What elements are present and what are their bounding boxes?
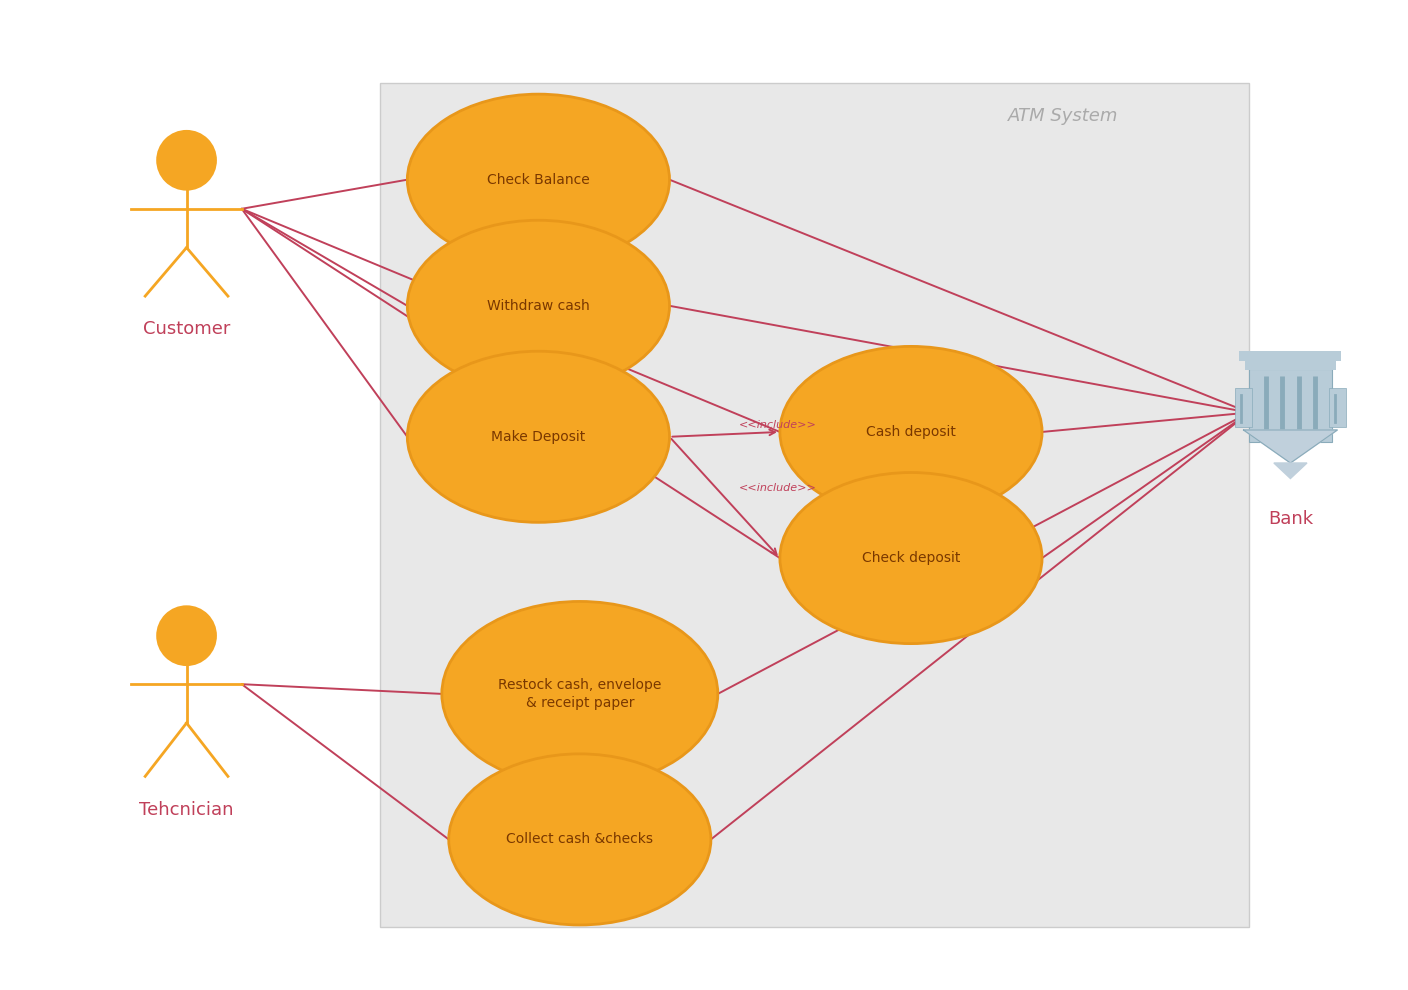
FancyBboxPatch shape: [380, 83, 1249, 927]
Text: Make Deposit: Make Deposit: [491, 430, 586, 444]
Ellipse shape: [407, 94, 670, 265]
Text: Collect cash &checks: Collect cash &checks: [507, 833, 653, 846]
Polygon shape: [1274, 463, 1307, 478]
Bar: [1329, 388, 1346, 427]
Bar: [1239, 351, 1342, 361]
Text: Withdraw cash: Withdraw cash: [487, 299, 590, 313]
Text: ATM System: ATM System: [1008, 107, 1118, 125]
Ellipse shape: [156, 130, 217, 191]
Text: Restock cash, envelope
& receipt paper: Restock cash, envelope & receipt paper: [498, 678, 662, 710]
Bar: [1245, 360, 1336, 370]
Text: Cash deposit: Cash deposit: [866, 425, 956, 439]
Ellipse shape: [407, 220, 670, 391]
Text: Check deposit: Check deposit: [862, 551, 960, 565]
Bar: [1249, 369, 1332, 442]
Ellipse shape: [780, 472, 1042, 644]
Text: <<include>>: <<include>>: [739, 483, 817, 493]
Text: Bank: Bank: [1267, 510, 1314, 528]
Text: Tehcnician: Tehcnician: [139, 801, 234, 819]
Ellipse shape: [442, 602, 718, 786]
Text: Customer: Customer: [142, 321, 231, 339]
Polygon shape: [1243, 430, 1338, 463]
Bar: [1235, 388, 1252, 427]
Ellipse shape: [449, 753, 711, 925]
Ellipse shape: [780, 346, 1042, 518]
Text: Check Balance: Check Balance: [487, 172, 590, 187]
Text: <<include>>: <<include>>: [739, 420, 817, 430]
Ellipse shape: [156, 605, 217, 666]
Ellipse shape: [407, 351, 670, 523]
